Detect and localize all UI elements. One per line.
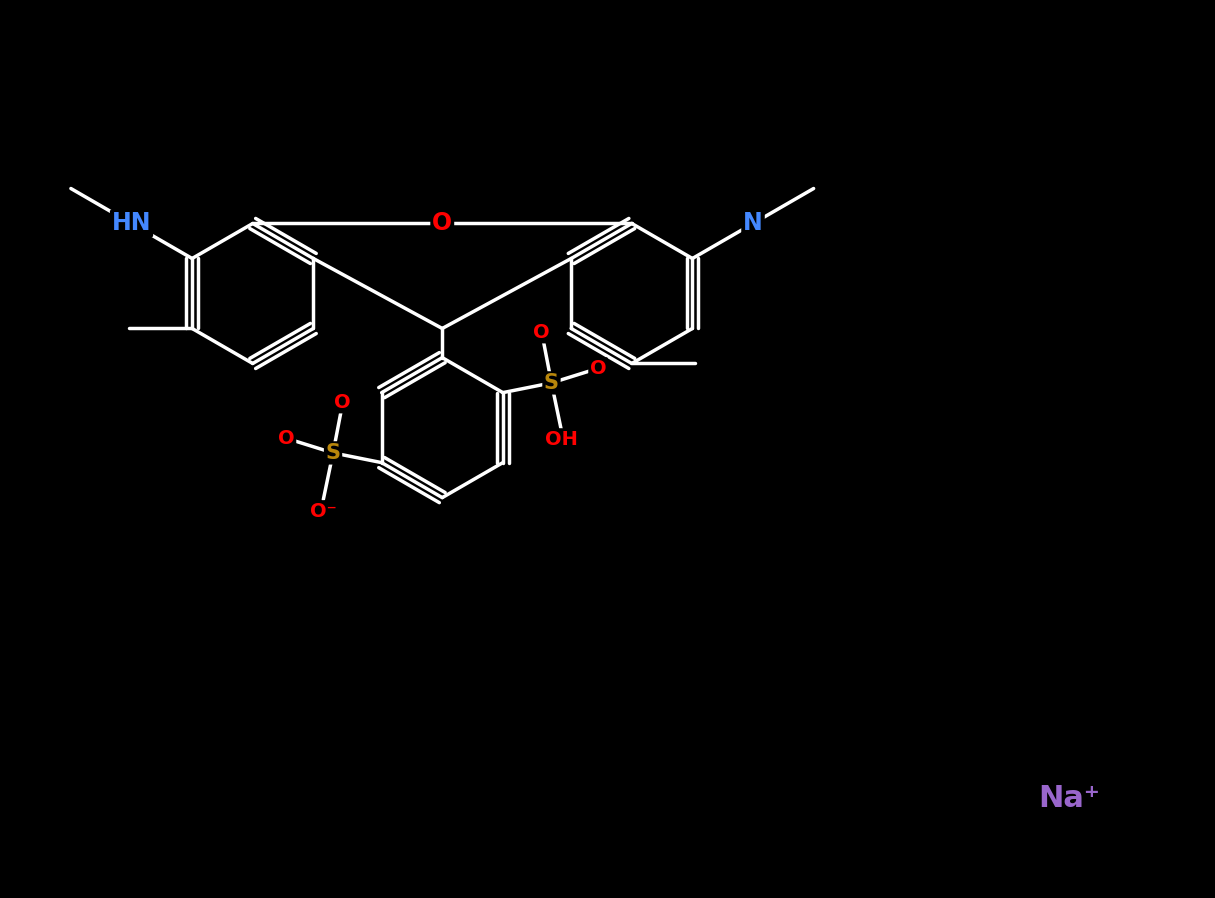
Text: O: O: [334, 392, 351, 412]
Text: O⁻: O⁻: [310, 502, 337, 521]
Text: S: S: [326, 443, 340, 462]
Text: OH: OH: [544, 430, 577, 449]
Text: N: N: [744, 212, 763, 235]
Text: O: O: [533, 323, 550, 342]
Text: Na⁺: Na⁺: [1039, 785, 1100, 814]
Text: HN: HN: [112, 212, 151, 235]
Text: O: O: [278, 429, 295, 448]
Text: O: O: [433, 212, 452, 235]
Text: O: O: [589, 359, 606, 378]
Text: S: S: [544, 373, 559, 393]
